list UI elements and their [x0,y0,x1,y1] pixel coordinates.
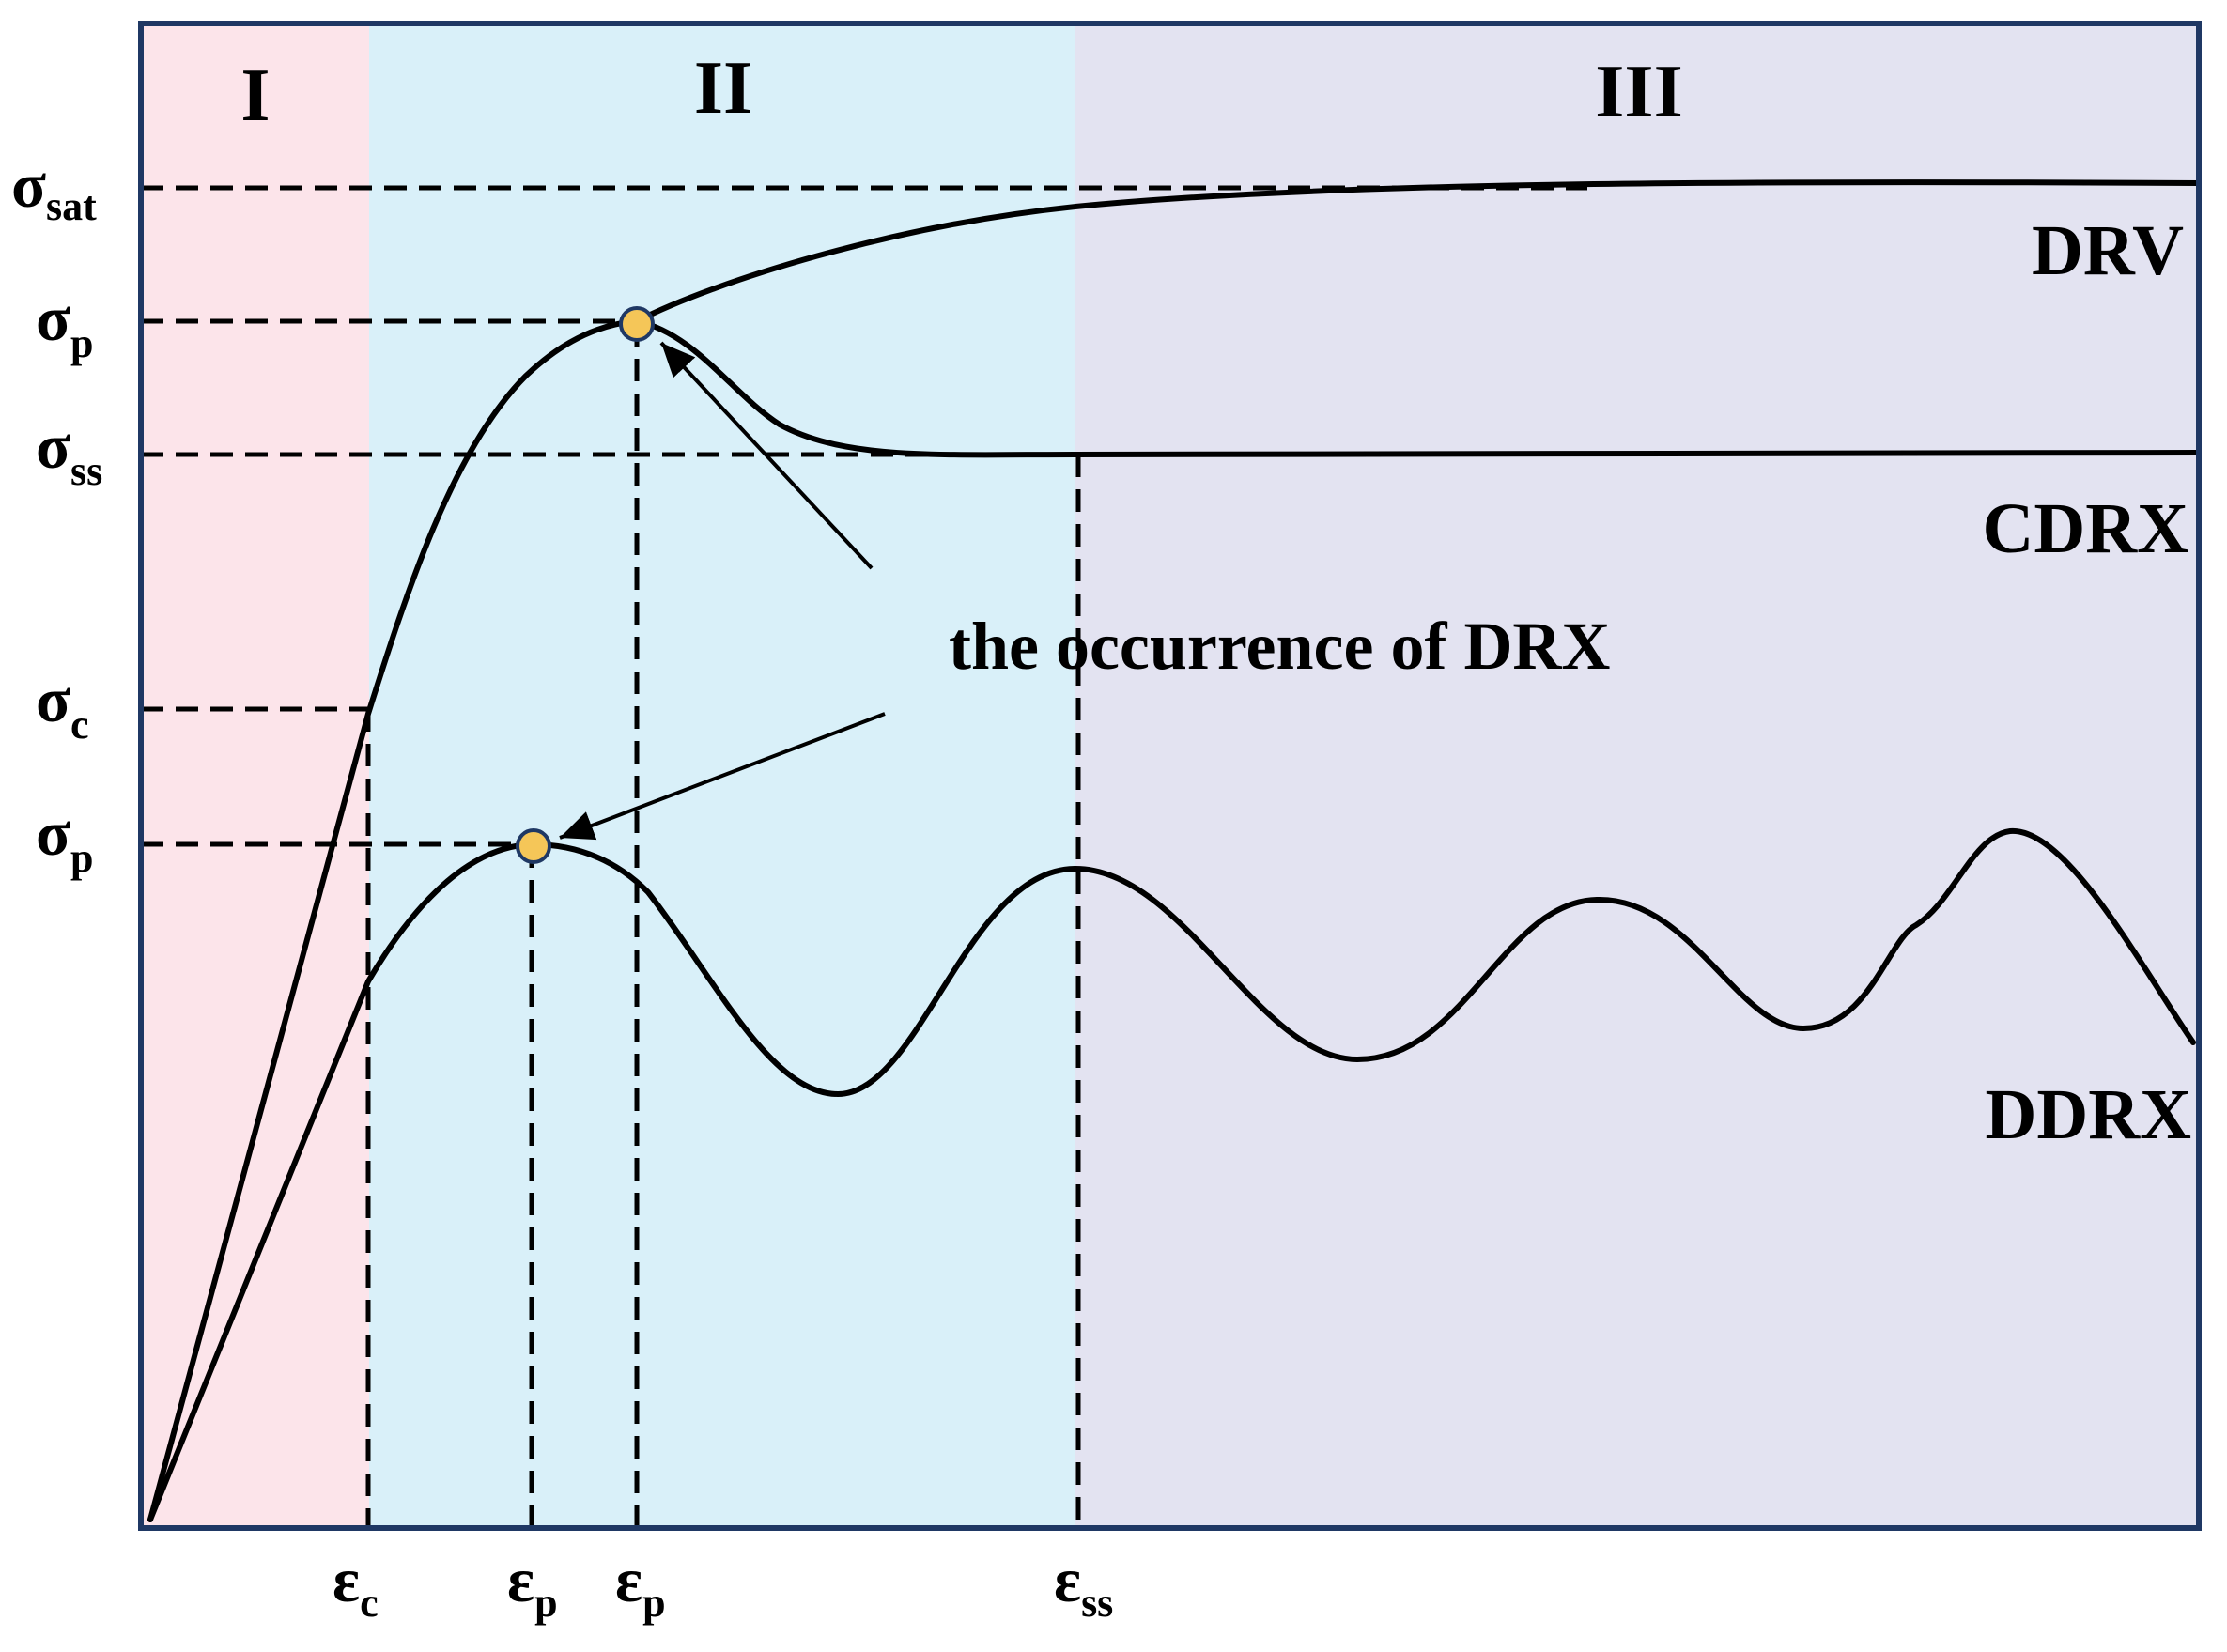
peak-marker-upper [619,306,655,342]
plot-frame [138,21,2202,1531]
epsilon-p-upper-label: εp [615,1544,666,1626]
stage-2-label: II [694,47,752,130]
sigma-ss-label: σss [36,410,102,494]
peak-marker-lower [516,828,551,864]
epsilon-p-lower-label: εp [507,1544,558,1626]
cdrx-curve [634,318,2202,459]
epsilon-ss-label: εss [1054,1544,1113,1626]
sigma-p-lower-label: σp [36,797,93,881]
epsilon-c-label: εc [333,1544,379,1626]
ddrx-curve-label: DDRX [1985,1075,2191,1154]
stage-1-label: I [240,54,270,137]
annotation-arrow-upper [659,341,874,570]
cdrx-curve-label: CDRX [1982,489,2188,568]
drv-curve [147,179,2202,1522]
sigma-p-upper-label: σp [36,283,93,366]
annotation-arrow-lower [559,712,886,841]
stage-1-region [141,23,369,1528]
sigma-c-label: σc [36,664,89,748]
stage-3-label: III [1595,51,1682,133]
stage-3-region [1075,23,2199,1528]
drx-occurrence-annotation: the occurrence of DRX [949,609,1610,684]
sigma-sat-label: σsat [11,149,97,229]
drv-curve-label: DRV [2032,211,2184,290]
ddrx-curve [147,827,2196,1522]
